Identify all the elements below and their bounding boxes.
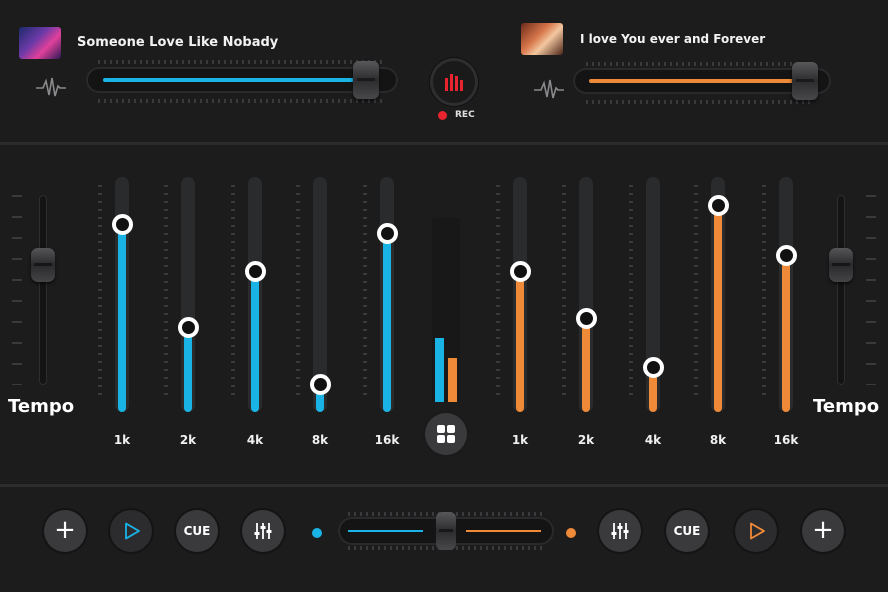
crossfader-left-line <box>348 530 423 532</box>
vu-meter-left-bar <box>435 337 444 402</box>
right-play-button[interactable] <box>735 510 777 552</box>
left-eq-ticks-16k <box>363 185 367 400</box>
right-eq-label: 8k <box>709 433 727 447</box>
left-mixer-button[interactable] <box>242 510 284 552</box>
right-eq-label: 2k <box>577 433 595 447</box>
right-play-icon <box>750 522 765 540</box>
left-eq-handle-2k[interactable] <box>178 317 199 339</box>
right-eq-label: 1k <box>511 433 529 447</box>
right-add-button[interactable]: + <box>802 510 844 552</box>
left-waveform-icon <box>36 77 66 97</box>
right-eq-handle-8k[interactable] <box>708 195 729 217</box>
rec-button[interactable] <box>433 61 475 103</box>
left-position-ticks-bottom <box>98 99 382 103</box>
left-eq-label: 4k <box>246 433 264 447</box>
left-eq-label: 1k <box>113 433 131 447</box>
right-eq-fill-8k <box>714 205 722 412</box>
right-eq-handle-2k[interactable] <box>576 308 597 329</box>
rec-label: REC <box>455 110 475 120</box>
right-waveform-icon <box>534 79 564 99</box>
right-eq-handle-4k[interactable] <box>643 357 664 379</box>
left-position-slider-handle[interactable] <box>353 61 380 99</box>
right-eq-ticks-1k <box>496 185 500 400</box>
left-eq-ticks-1k <box>98 185 102 400</box>
left-eq-ticks-8k <box>296 185 300 400</box>
right-eq-fill-16k <box>782 254 790 412</box>
left-eq-ticks-4k <box>231 185 235 400</box>
rec-indicator-dot <box>438 111 447 120</box>
left-mixer-sliders-icon <box>254 523 272 539</box>
crossfader-right-indicator <box>566 528 576 538</box>
right-eq-slider-4k[interactable] <box>646 177 660 412</box>
left-tempo-label: Tempo <box>8 396 75 417</box>
right-eq-ticks-2k <box>562 185 566 400</box>
record-bars-icon <box>445 74 463 91</box>
right-tempo-label: Tempo <box>813 396 880 417</box>
right-eq-handle-16k[interactable] <box>776 244 797 266</box>
left-eq-handle-4k[interactable] <box>245 261 266 282</box>
right-eq-ticks-8k <box>694 185 698 400</box>
left-play-button[interactable] <box>110 510 152 552</box>
right-tempo-scale <box>866 195 876 385</box>
left-eq-label: 8k <box>311 433 329 447</box>
left-position-ticks-top <box>98 60 382 64</box>
vu-meter <box>432 218 460 402</box>
left-album-art-thumbnail[interactable] <box>19 27 61 59</box>
right-eq-ticks-4k <box>629 185 633 400</box>
left-tempo-scale <box>12 195 22 385</box>
right-eq-fill-2k <box>582 318 590 412</box>
right-tempo-slider-track[interactable] <box>837 195 845 385</box>
left-tempo-slider-handle[interactable] <box>31 248 55 283</box>
left-eq-label: 16k <box>374 433 400 447</box>
right-eq-fill-1k <box>516 271 524 412</box>
left-cue-label: CUE <box>183 524 211 538</box>
right-tempo-slider-handle[interactable] <box>829 248 853 283</box>
plus-icon: + <box>812 515 834 545</box>
left-tempo-slider-track[interactable] <box>39 195 47 385</box>
left-eq-fill-8k <box>316 383 324 412</box>
left-play-icon <box>125 522 140 540</box>
right-eq-ticks-16k <box>762 185 766 400</box>
right-position-ticks-bottom <box>586 100 812 104</box>
left-eq-slider-8k[interactable] <box>313 177 327 412</box>
left-eq-handle-1k[interactable] <box>112 214 133 235</box>
crossfader-left-indicator <box>312 528 322 538</box>
right-eq-handle-1k[interactable] <box>510 261 531 282</box>
left-position-slider-fill <box>103 78 366 82</box>
left-eq-handle-16k[interactable] <box>377 223 398 245</box>
vu-meter-right-bar <box>448 357 457 402</box>
right-eq-label: 4k <box>644 433 662 447</box>
left-eq-fill-16k <box>383 233 391 412</box>
left-eq-fill-1k <box>118 224 126 412</box>
right-position-slider-fill <box>589 79 804 83</box>
left-track-title: Someone Love Like Nobady <box>77 35 279 50</box>
right-album-art-thumbnail[interactable] <box>521 23 563 55</box>
right-position-ticks-top <box>586 62 812 66</box>
left-eq-label: 2k <box>179 433 197 447</box>
left-cue-button[interactable]: CUE <box>176 510 218 552</box>
right-mixer-sliders-icon <box>611 523 629 539</box>
left-eq-handle-8k[interactable] <box>310 373 331 395</box>
right-cue-label: CUE <box>673 524 701 538</box>
header-divider <box>0 142 888 145</box>
left-add-button[interactable]: + <box>44 510 86 552</box>
right-track-title: I love You ever and Forever <box>580 32 766 46</box>
crossfader-right-line <box>466 530 541 532</box>
plus-icon: + <box>54 515 76 545</box>
grid-menu-button[interactable] <box>425 413 467 455</box>
right-mixer-button[interactable] <box>599 510 641 552</box>
right-eq-fill-4k <box>649 367 657 412</box>
right-position-slider-handle[interactable] <box>791 62 818 100</box>
left-eq-ticks-2k <box>164 185 168 400</box>
right-eq-label: 16k <box>773 433 799 447</box>
left-eq-fill-2k <box>184 327 192 412</box>
left-eq-fill-4k <box>251 271 259 412</box>
bottom-divider <box>0 484 888 487</box>
crossfader-handle[interactable] <box>436 512 456 550</box>
right-cue-button[interactable]: CUE <box>666 510 708 552</box>
